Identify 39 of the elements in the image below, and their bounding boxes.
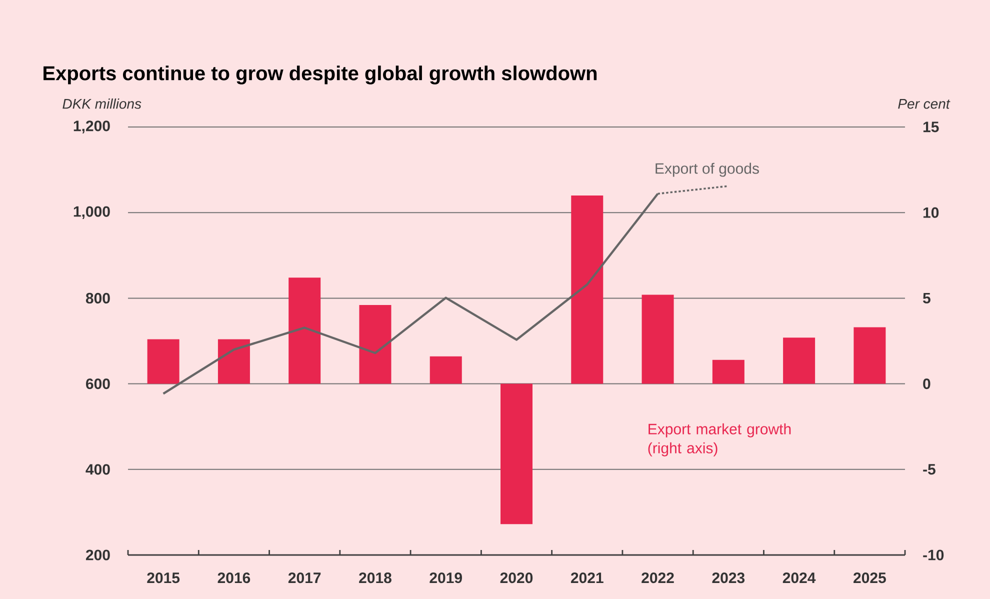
x-tick-label: 2017 <box>288 572 321 584</box>
y-tick-label: 600 <box>86 378 110 390</box>
bar <box>712 360 744 384</box>
bar <box>218 339 250 384</box>
y-axis-title: DKK millions <box>62 98 142 109</box>
y-tick-label: 1,200 <box>74 120 110 134</box>
x-tick-label: 2019 <box>430 572 462 584</box>
y2-tick-label: -10 <box>923 550 944 560</box>
y-tick-label: 1,000 <box>74 206 110 219</box>
x-tick-label: 2024 <box>782 572 816 584</box>
x-tick-label: 2020 <box>500 572 533 584</box>
bar <box>288 278 321 384</box>
series-label: Export of goods <box>656 162 759 177</box>
y-tick-label: 200 <box>86 550 110 560</box>
x-tick-label: 2018 <box>359 572 392 584</box>
bar <box>854 327 886 384</box>
bar <box>359 305 392 384</box>
y-tick-label: 400 <box>86 464 110 475</box>
bar <box>430 356 462 384</box>
x-tick-label: 2025 <box>854 572 886 584</box>
bar <box>571 195 604 384</box>
bar <box>642 294 674 384</box>
bar <box>783 338 816 384</box>
x-tick-label: 2023 <box>712 572 745 584</box>
y2-tick-label: 10 <box>923 207 939 218</box>
y2-axis-title: Per cent <box>898 99 950 109</box>
y2-tick-label: 0 <box>923 378 930 390</box>
x-tick-label: 2022 <box>642 572 674 584</box>
chart-title: Exports continue to grow despite global growth slowdown <box>44 66 597 84</box>
y2-tick-label: 5 <box>923 292 930 304</box>
bar <box>147 339 180 384</box>
x-tick-label: 2015 <box>147 572 180 584</box>
y2-tick-label: -5 <box>923 464 936 475</box>
x-tick-label: 2021 <box>570 572 604 584</box>
y-tick-label: 800 <box>86 292 110 304</box>
x-tick-label: 2016 <box>218 572 250 584</box>
text: Export market growth (right axis) <box>648 423 791 456</box>
y2-tick-label: 15 <box>923 122 939 132</box>
bar <box>500 384 533 524</box>
